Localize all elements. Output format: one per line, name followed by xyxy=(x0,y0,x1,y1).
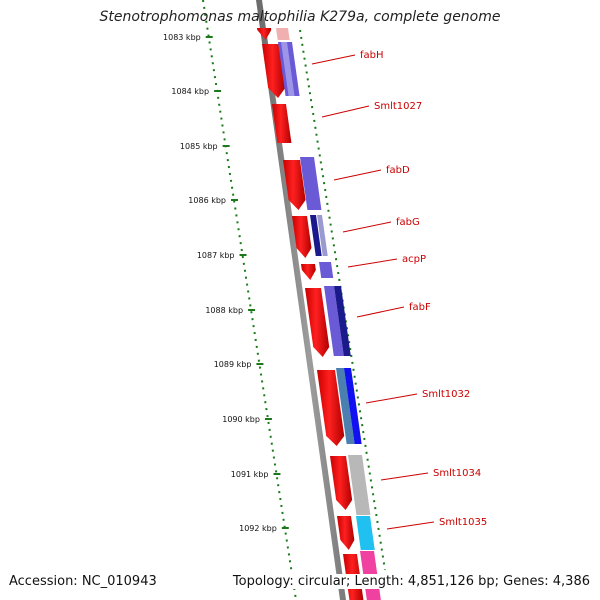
cds-feature xyxy=(305,288,330,357)
backbone xyxy=(256,0,346,600)
gene-block xyxy=(317,215,328,256)
map-title: Stenotrophomonas maltophilia K279a, comp… xyxy=(99,9,501,25)
label-leader-line xyxy=(347,258,398,268)
gene-label: Smlt1032 xyxy=(422,389,470,400)
gene-block xyxy=(281,42,295,96)
gene-block xyxy=(334,286,351,356)
gene-block xyxy=(348,455,371,515)
label-leader-line xyxy=(356,306,405,318)
gene-label: fabF xyxy=(409,302,431,313)
gene-block xyxy=(344,368,362,444)
label-leader-line xyxy=(365,393,418,404)
gene-label: acpP xyxy=(402,254,426,265)
cds-feature xyxy=(337,516,355,550)
gene-block xyxy=(356,516,375,550)
kbp-tick-label: 1089 kbp xyxy=(214,360,252,369)
gene-block xyxy=(324,286,344,356)
kbp-tick-label: 1085 kbp xyxy=(180,142,218,151)
gene-label: fabH xyxy=(360,50,384,61)
kbp-ruler xyxy=(202,0,297,600)
kbp-tick-label: 1086 kbp xyxy=(188,196,226,205)
gene-label: fabD xyxy=(386,165,410,176)
cds-feature xyxy=(330,456,353,510)
gene-label: Smlt1027 xyxy=(374,101,422,112)
label-leader-line xyxy=(380,472,429,481)
genome-summary-text: Topology: circular; Length: 4,851,126 bp… xyxy=(230,574,590,589)
kbp-tick-label: 1090 kbp xyxy=(222,415,260,424)
gene-label: Smlt1034 xyxy=(433,468,481,479)
cds-feature xyxy=(283,160,306,210)
kbp-tick-label: 1092 kbp xyxy=(239,524,277,533)
gene-label: Smlt1035 xyxy=(439,517,487,528)
kbp-tick-label: 1084 kbp xyxy=(171,87,209,96)
kbp-tick-label: 1091 kbp xyxy=(231,470,269,479)
label-leader-line xyxy=(321,105,370,118)
kbp-tick-label: 1088 kbp xyxy=(205,306,243,315)
gene-block xyxy=(310,215,322,256)
cds-feature xyxy=(301,264,316,280)
label-leader-line xyxy=(311,54,356,65)
cds-feature xyxy=(257,28,272,40)
kbp-tick-label: 1087 kbp xyxy=(197,251,235,260)
gene-label: fabG xyxy=(396,217,420,228)
label-leader-line xyxy=(342,221,392,233)
gene-block xyxy=(336,368,355,444)
label-leader-line xyxy=(386,521,435,530)
gene-block xyxy=(300,157,322,210)
label-leader-line xyxy=(333,169,382,181)
cds-feature xyxy=(262,44,286,98)
gene-block xyxy=(319,262,334,278)
cds-feature xyxy=(292,216,312,258)
cds-feature xyxy=(317,370,345,446)
gene-block xyxy=(276,28,290,40)
cds-feature xyxy=(272,104,292,143)
accession-text: Accession: NC_010943 xyxy=(9,574,157,589)
kbp-tick-label: 1083 kbp xyxy=(163,33,201,42)
